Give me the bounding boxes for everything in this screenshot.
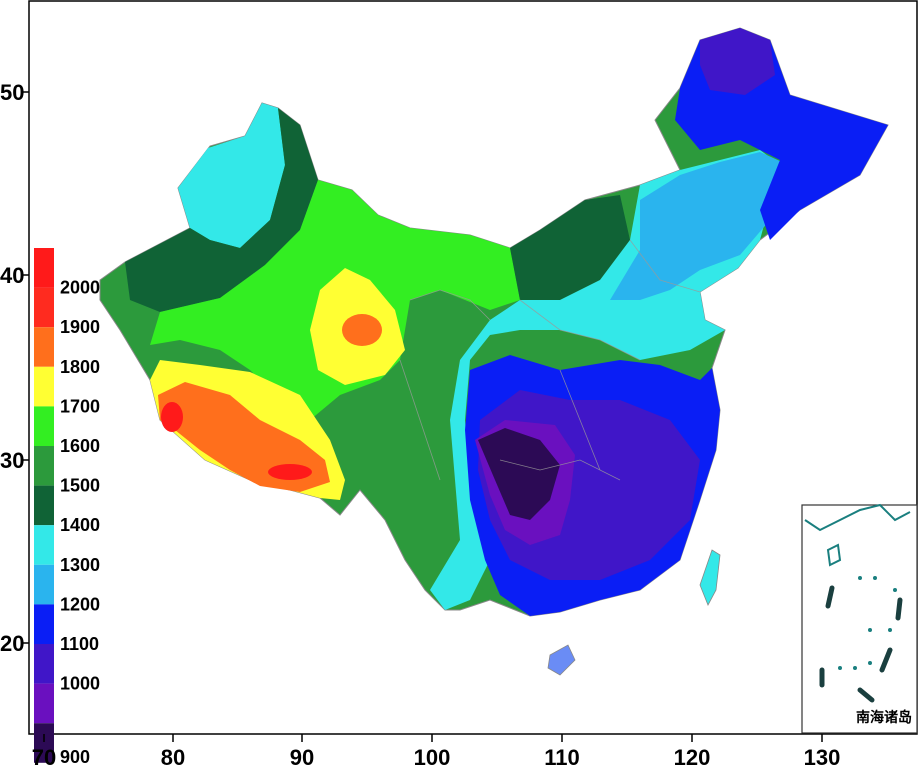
y-axis: 50 40 30 20 [0, 80, 29, 656]
legend-label: 2000 [60, 278, 100, 298]
legend-swatch [34, 723, 54, 763]
inset-island [826, 543, 842, 567]
y-tick-label: 50 [0, 80, 24, 105]
legend-swatch [34, 604, 54, 644]
x-tick-label: 120 [674, 745, 711, 770]
legend-label: 1800 [60, 357, 100, 377]
legend-swatch [34, 485, 54, 526]
legend-swatch [34, 327, 54, 367]
legend-swatch [34, 366, 54, 407]
region-red-west [161, 402, 183, 432]
region-darkgreen-west [125, 108, 318, 312]
legend-label: 1000 [60, 674, 100, 694]
china-contour-map [99, 27, 889, 676]
legend-swatch-top [34, 248, 54, 288]
legend-label: 1500 [60, 476, 100, 496]
y-tick-label: 20 [0, 631, 24, 656]
x-axis: 70 80 90 100 110 120 130 [32, 734, 841, 770]
y-tick-label: 30 [0, 448, 24, 473]
x-tick-label: 90 [290, 745, 314, 770]
legend-label: 1100 [60, 634, 99, 654]
legend-swatch [34, 446, 54, 486]
legend-label: 1900 [60, 317, 100, 337]
legend-swatch [34, 564, 54, 605]
region-cyan-nw [178, 103, 285, 248]
inset-coastline [804, 503, 911, 532]
inset-label: 南海诸岛 [856, 709, 912, 726]
legend-swatch [34, 644, 54, 684]
region-darkpurple-core [478, 428, 560, 520]
region-orange-central [342, 314, 382, 346]
region-skyblue-east [610, 152, 782, 300]
x-tick-label: 110 [544, 745, 580, 770]
legend-swatch [34, 287, 54, 328]
x-tick-label: 130 [804, 745, 841, 770]
region-darkgreen-north [510, 195, 630, 300]
legend-colorbar: 2000 1900 1800 1700 1600 1500 1400 1300 1200 1100… [34, 248, 100, 767]
x-tick-label: 70 [32, 745, 56, 770]
legend-label: 1300 [60, 555, 100, 575]
region-hainan [547, 644, 576, 676]
legend-label: 1600 [60, 436, 100, 456]
legend-swatch [34, 525, 54, 565]
inset-dashes [819, 585, 903, 703]
x-tick-label: 80 [161, 745, 185, 770]
legend-label: 1400 [60, 515, 100, 535]
y-tick-label: 40 [0, 263, 24, 288]
legend-swatch [34, 683, 54, 724]
south-china-sea-inset: 南海诸岛 [801, 503, 918, 734]
legend-swatch [34, 406, 54, 446]
region-red-south [268, 464, 312, 480]
legend-label: 1700 [60, 396, 100, 416]
inset-dots [838, 576, 897, 670]
x-tick-label: 100 [414, 745, 451, 770]
province-boundaries [399, 239, 701, 481]
region-taiwan [699, 549, 721, 606]
legend-label: 1200 [60, 594, 100, 614]
legend-label: 900 [60, 747, 90, 767]
region-purple-northeast [700, 28, 775, 95]
